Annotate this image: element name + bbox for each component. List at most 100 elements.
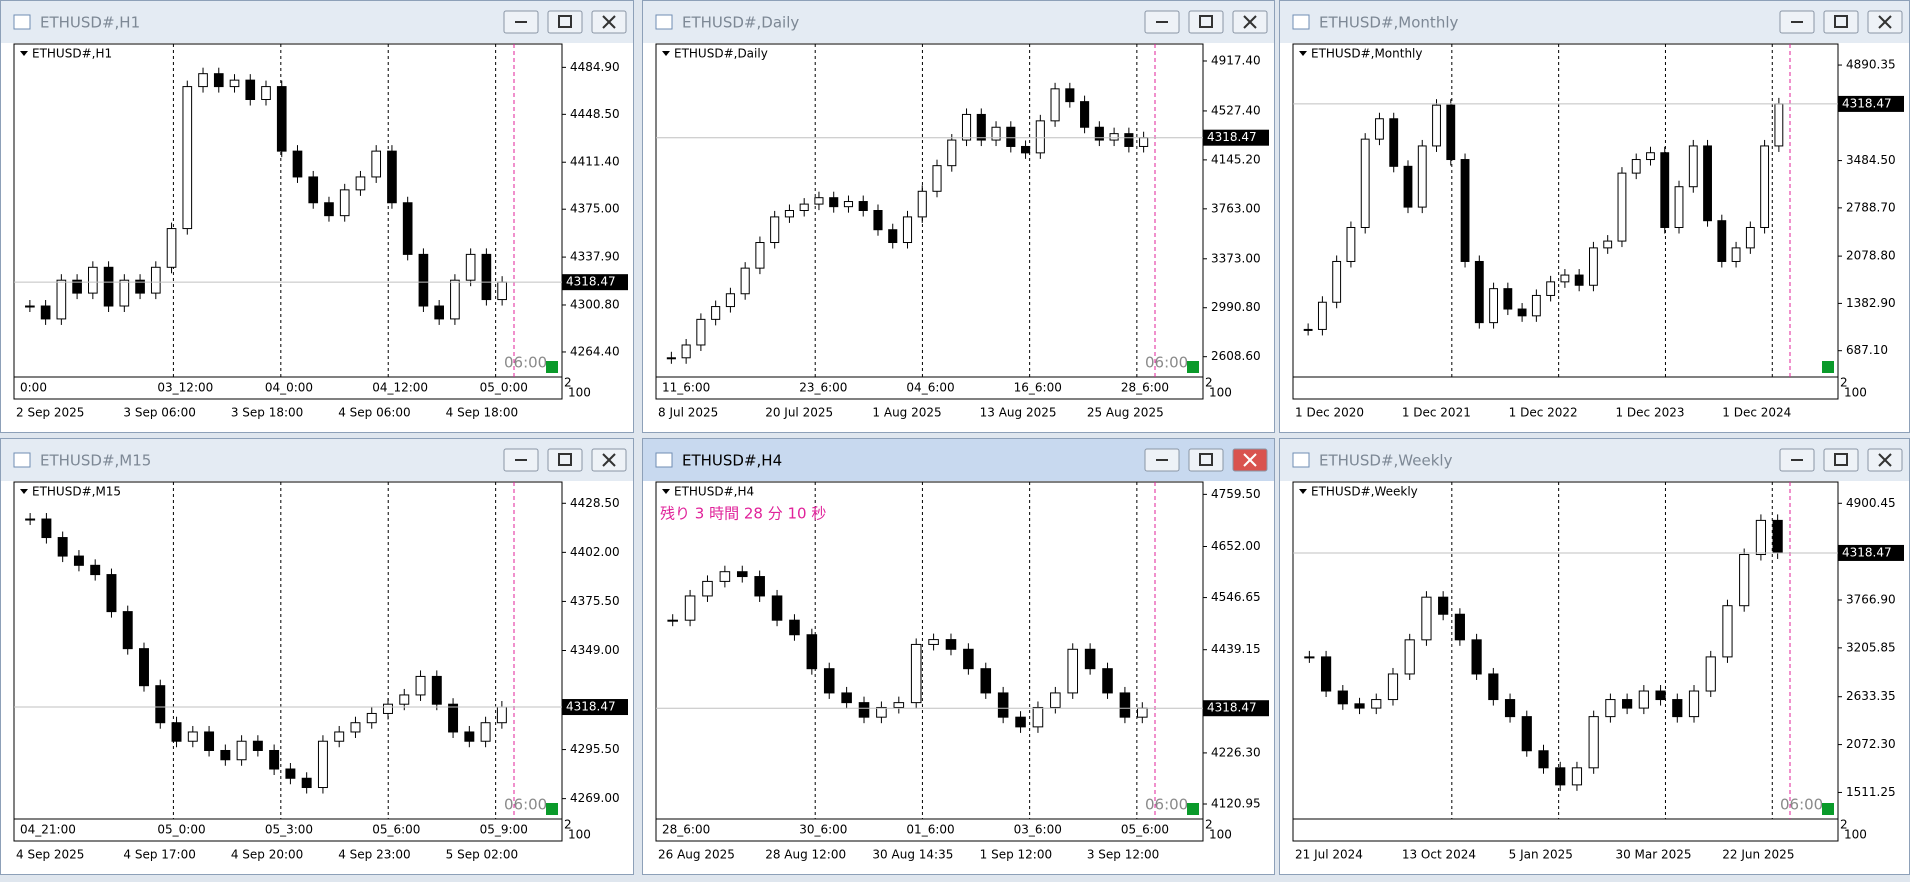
candle — [1605, 699, 1616, 718]
candle — [1589, 247, 1598, 286]
countdown: 06:00 — [504, 354, 547, 372]
candle — [1084, 648, 1096, 670]
countdown: 06:00 — [1145, 354, 1188, 372]
maximize-button[interactable] — [1823, 448, 1859, 472]
candle — [754, 576, 765, 597]
window-title: ETHUSD#,H4 — [682, 452, 782, 470]
status-indicator — [546, 361, 558, 373]
candle — [40, 305, 51, 320]
candle — [1304, 656, 1315, 659]
candle — [1065, 88, 1075, 103]
candle — [876, 706, 887, 718]
candle — [72, 279, 82, 294]
candle — [1555, 767, 1566, 786]
candle — [1774, 103, 1784, 147]
window-icon — [1292, 452, 1310, 468]
time-label: 21 Jul 2024 — [1295, 848, 1363, 862]
current-price: 4318.47 — [1207, 701, 1257, 715]
candle — [166, 228, 177, 268]
candle — [771, 595, 783, 621]
candle — [434, 305, 444, 320]
current-price: 4318.47 — [1207, 130, 1257, 144]
y-tick-label: 4652.00 — [1211, 539, 1261, 553]
candle — [285, 768, 296, 779]
candle — [1571, 767, 1583, 786]
candle — [103, 266, 114, 307]
y-tick-label: 2078.80 — [1846, 249, 1896, 263]
candle — [182, 86, 193, 230]
plot-area — [655, 43, 1204, 378]
glyph — [1878, 453, 1892, 467]
candle — [1050, 88, 1060, 122]
label-arrow — [662, 489, 670, 494]
time-strip-label: 16_6:00 — [1014, 381, 1062, 395]
y-tick-label: 4145.20 — [1211, 152, 1261, 166]
window-icon — [13, 452, 31, 468]
y-tick-label: 2633.35 — [1846, 689, 1896, 703]
candle — [1332, 260, 1342, 303]
y-tick-label: 4428.50 — [570, 496, 620, 510]
maximize-button[interactable] — [1188, 448, 1224, 472]
maximize-button[interactable] — [547, 10, 583, 34]
candle — [1421, 596, 1432, 641]
y-tick-label: 4890.35 — [1846, 58, 1896, 72]
window-icon — [655, 452, 673, 468]
y-tick-label: 4375.00 — [570, 202, 620, 216]
window-title: ETHUSD#,M15 — [40, 452, 151, 470]
y-tick-label: 4269.00 — [570, 791, 620, 805]
status-indicator — [1822, 361, 1834, 373]
axis-corner: 2 — [564, 376, 572, 390]
time-strip — [655, 818, 1204, 842]
maximize-button[interactable] — [547, 448, 583, 472]
candle — [1404, 639, 1415, 675]
axis-corner: 2 — [1205, 376, 1213, 390]
time-strip-label: 04_12:00 — [372, 381, 428, 395]
candle — [339, 189, 350, 217]
candle — [755, 242, 765, 269]
y-tick-label: 4527.40 — [1211, 103, 1261, 117]
plot-area — [655, 481, 1204, 820]
time-strip — [655, 376, 1204, 400]
glyph — [1834, 453, 1848, 466]
time-label: 3 Sep 18:00 — [231, 406, 303, 420]
candle — [843, 201, 854, 208]
time-label: 8 Jul 2025 — [658, 406, 718, 420]
candle — [301, 777, 312, 789]
candle — [1015, 716, 1026, 728]
candle — [932, 165, 942, 192]
chart-label: ETHUSD#,Daily — [674, 47, 768, 61]
candle — [355, 176, 366, 191]
glyph — [558, 15, 572, 28]
y-tick-label: 4448.50 — [570, 107, 620, 121]
candle — [1354, 703, 1365, 709]
candle — [667, 619, 678, 622]
maximize-button[interactable] — [1188, 10, 1224, 34]
candle — [187, 731, 198, 742]
candle — [806, 634, 818, 670]
y-tick-label: 4349.00 — [570, 643, 620, 657]
candle — [1574, 274, 1584, 286]
candle — [1546, 281, 1556, 296]
candle — [1655, 690, 1666, 701]
time-label: 25 Aug 2025 — [1087, 406, 1164, 420]
current-price: 4318.47 — [1842, 96, 1892, 110]
time-label: 3 Sep 06:00 — [123, 406, 195, 420]
candle — [770, 216, 780, 244]
candle — [220, 749, 231, 761]
countdown: 06:00 — [1145, 796, 1188, 814]
candle — [1722, 605, 1733, 658]
candle — [1371, 699, 1382, 709]
candle — [961, 113, 972, 141]
candle — [261, 86, 271, 101]
candle — [1320, 656, 1332, 692]
candle — [702, 580, 713, 597]
glyph — [602, 453, 616, 467]
time-label: 13 Aug 2025 — [980, 406, 1057, 420]
candle — [450, 279, 460, 320]
time-strip — [13, 818, 563, 842]
maximize-button[interactable] — [1823, 10, 1859, 34]
time-label: 4 Sep 23:00 — [338, 848, 410, 862]
candle — [681, 344, 691, 359]
label-arrow — [1299, 489, 1307, 494]
candle — [873, 210, 883, 231]
